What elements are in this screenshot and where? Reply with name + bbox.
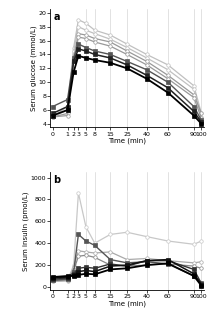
Text: b: b [54, 174, 61, 184]
Text: a: a [54, 12, 60, 22]
X-axis label: Time (min): Time (min) [108, 138, 146, 144]
X-axis label: Time (min): Time (min) [108, 301, 146, 307]
Y-axis label: Serum glucose (mmol/L): Serum glucose (mmol/L) [30, 26, 37, 111]
Y-axis label: Serum insulin (pmol/L): Serum insulin (pmol/L) [23, 192, 29, 271]
